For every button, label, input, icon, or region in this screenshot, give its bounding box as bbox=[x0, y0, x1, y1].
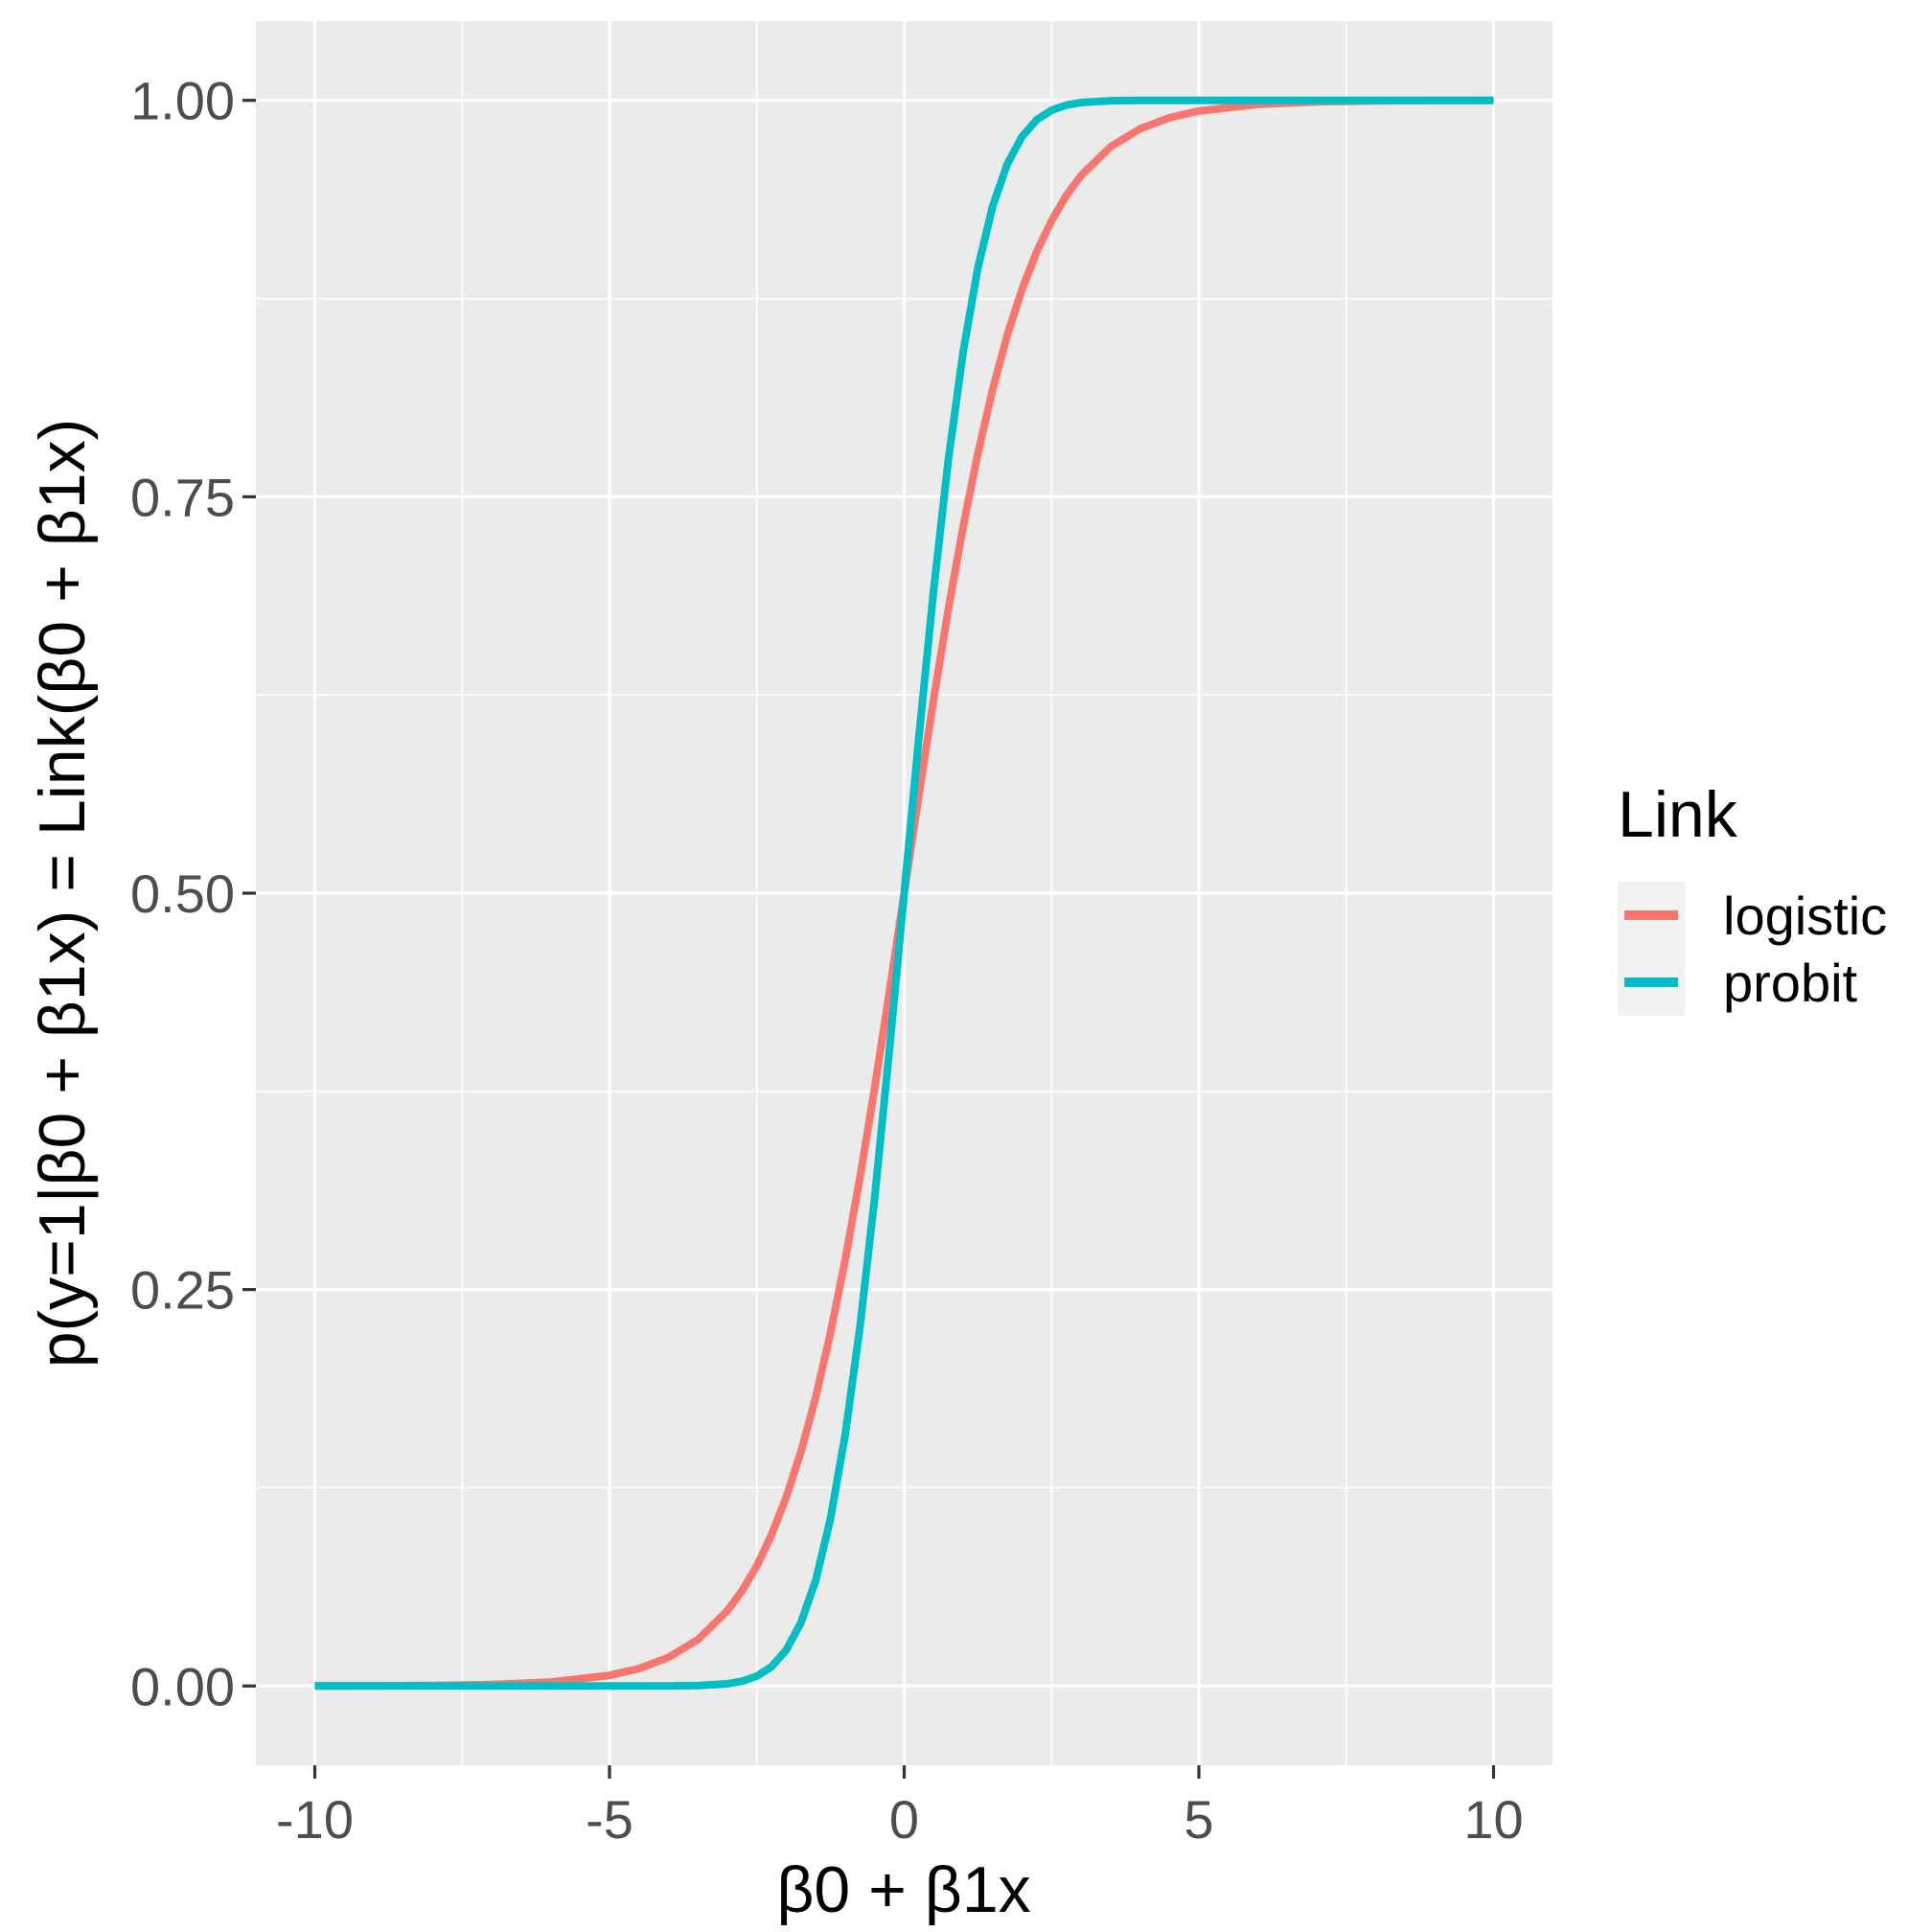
y-axis: 0.00 0.25 0.50 0.75 1.00 bbox=[130, 71, 256, 1716]
y-axis-title: p(y=1|β0 + β1x) = Link(β0 + β1x) bbox=[26, 419, 99, 1368]
y-tick-label: 0.25 bbox=[130, 1260, 235, 1321]
legend-label-logistic: logistic bbox=[1723, 886, 1887, 946]
x-tick-label: -5 bbox=[586, 1789, 633, 1850]
series-lines bbox=[314, 96, 1494, 1690]
y-tick-label: 1.00 bbox=[130, 71, 235, 131]
x-tick-label: -10 bbox=[276, 1789, 354, 1850]
x-axis-title: β0 + β1x bbox=[776, 1853, 1030, 1926]
y-tick-label: 0.00 bbox=[130, 1656, 235, 1716]
legend-label-probit: probit bbox=[1723, 953, 1858, 1013]
legend-title: Link bbox=[1618, 778, 1738, 851]
legend: Link logistic probit bbox=[1618, 778, 1887, 1016]
x-tick-label: 5 bbox=[1184, 1789, 1213, 1850]
y-tick-label: 0.50 bbox=[130, 863, 235, 924]
x-tick-label: 0 bbox=[889, 1789, 919, 1850]
y-tick-label: 0.75 bbox=[130, 467, 235, 527]
series-line-probit bbox=[314, 96, 1494, 1690]
x-tick-label: 10 bbox=[1463, 1789, 1523, 1850]
x-axis: -10 -5 0 5 10 bbox=[276, 1765, 1524, 1850]
